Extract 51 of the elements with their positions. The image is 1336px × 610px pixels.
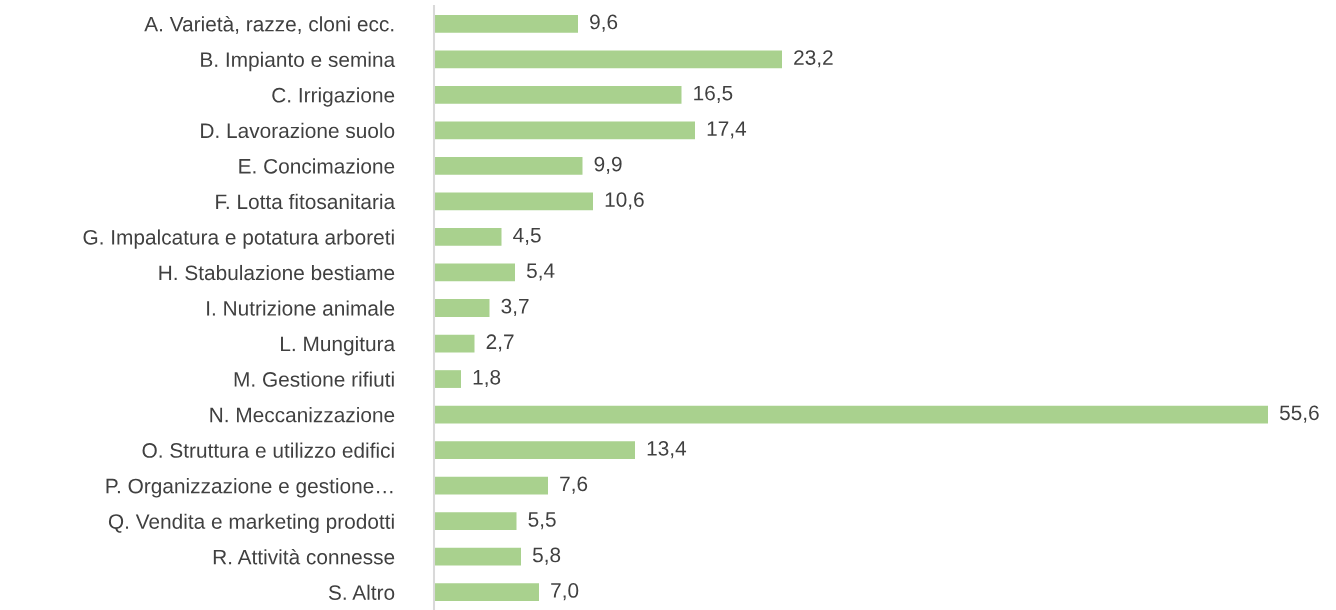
data-label: 17,4 bbox=[707, 121, 747, 139]
data-label: 13,4 bbox=[647, 440, 687, 459]
bar bbox=[434, 192, 593, 211]
data-label: 7,6 bbox=[560, 476, 588, 494]
data-label: 9,6 bbox=[590, 14, 618, 32]
y-tick-label: M. Gestione rifiuti bbox=[234, 371, 394, 387]
y-tick-label: H. Stabulazione bestiame bbox=[159, 264, 395, 281]
data-label: 10,6 bbox=[605, 192, 644, 210]
y-tick-label: Q. Vendita e marketing prodotti bbox=[108, 513, 394, 534]
bar bbox=[434, 14, 578, 33]
bar bbox=[434, 157, 583, 175]
y-tick-label: I. Nutrizione animale bbox=[207, 300, 395, 316]
y-tick-label: B. Impianto e semina bbox=[201, 51, 396, 72]
bar bbox=[434, 228, 502, 246]
data-label: 7,0 bbox=[551, 583, 579, 601]
data-label: 4,5 bbox=[513, 228, 541, 245]
y-tick-label: O. Struttura e utilizzo edifici bbox=[142, 442, 394, 458]
bar bbox=[434, 441, 635, 459]
bar bbox=[434, 50, 782, 69]
data-label: 1,8 bbox=[473, 369, 501, 388]
bar bbox=[434, 263, 515, 282]
y-tick-label: C. Irrigazione bbox=[272, 87, 395, 107]
data-label: 5,4 bbox=[526, 263, 555, 281]
bar bbox=[434, 370, 461, 388]
bar bbox=[434, 405, 1268, 424]
bar bbox=[434, 121, 695, 140]
y-tick-label: N. Meccanizzazione bbox=[210, 407, 395, 423]
data-label: 55,6 bbox=[1279, 405, 1319, 423]
bar bbox=[434, 547, 521, 566]
data-label: 9,9 bbox=[594, 156, 622, 174]
bar bbox=[434, 299, 490, 317]
y-tick-label: A. Varietà, razze, cloni ecc. bbox=[144, 15, 394, 34]
y-tick-label: L. Mungitura bbox=[281, 335, 396, 356]
y-tick-label: G. Impalcatura e potatura arboreti bbox=[83, 229, 394, 249]
bar bbox=[434, 85, 682, 104]
data-label: 2,7 bbox=[486, 334, 514, 352]
data-label: 5,5 bbox=[528, 512, 556, 530]
y-tick-label: S. Altro bbox=[328, 584, 395, 600]
data-label: 16,5 bbox=[694, 85, 733, 103]
y-tick-label: D. Lavorazione suolo bbox=[201, 122, 395, 139]
bar bbox=[434, 583, 539, 602]
data-label: 23,2 bbox=[794, 50, 833, 68]
y-tick-label: P. Organizzazione e gestione… bbox=[106, 478, 393, 498]
y-tick-label: E. Concimazione bbox=[239, 158, 395, 174]
bar bbox=[434, 512, 517, 531]
data-label: 3,7 bbox=[501, 298, 529, 317]
data-label: 5,8 bbox=[532, 547, 561, 565]
bar bbox=[434, 334, 475, 353]
y-tick-label: F. Lotta fitosanitaria bbox=[216, 193, 396, 210]
y-tick-label: R. Attività connesse bbox=[213, 548, 395, 565]
bar bbox=[434, 476, 548, 495]
